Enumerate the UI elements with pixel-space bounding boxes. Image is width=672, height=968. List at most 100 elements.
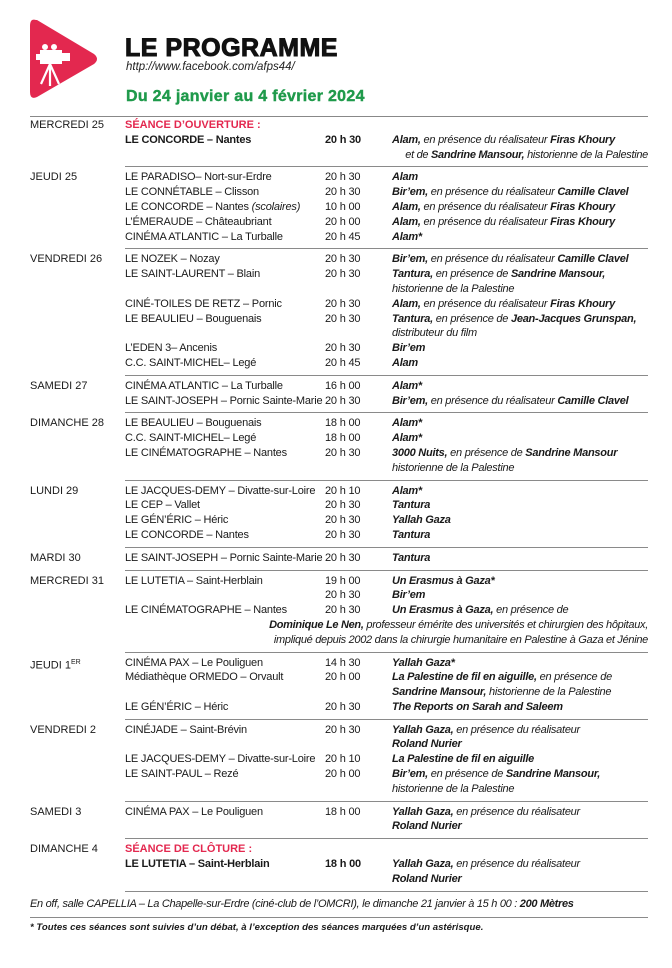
- venue: CINÉMA ATLANTIC – La Turballe: [125, 379, 325, 394]
- venue-name: LE LUTETIA – Saint-Herblain: [125, 574, 263, 587]
- film-title: Yallah Gaza: [392, 514, 451, 527]
- film-info: Tantura: [392, 498, 648, 513]
- film-title: Bir’em,: [392, 253, 428, 266]
- film-info: Alam: [392, 170, 648, 185]
- venue: LE CONCORDE – Nantes: [125, 133, 325, 148]
- screening-row: CINÉMA PAX – Le Pouliguen 14 h 30 Yallah G…: [125, 656, 648, 671]
- screening-row: C.C. SAINT-MICHEL– Legé 18 h 00 Alam*: [125, 431, 648, 446]
- screening-row: LE CONCORDE – Nantes (scolaires) 10 h 00 A…: [125, 200, 648, 215]
- venue: LE JACQUES-DEMY – Divatte-sur-Loire: [125, 484, 325, 499]
- film-detail: historienne de la Palestine: [524, 148, 648, 161]
- venue: LE CINÉMATOGRAPHE – Nantes: [125, 446, 325, 461]
- film-title: Roland Nurier: [392, 738, 462, 751]
- film-title: Tantura: [392, 499, 431, 512]
- venue: C.C. SAINT-MICHEL– Legé: [125, 356, 325, 371]
- day-text: MARDI 30: [30, 551, 81, 564]
- screening-time: 20 h 30: [325, 133, 361, 146]
- film-detail: historienne de la Palestine: [392, 282, 515, 295]
- film-info: Bir’em, en présence du réalisateur Camil…: [392, 185, 648, 200]
- film-info: Un Erasmus à Gaza*: [392, 574, 648, 589]
- day-text: JEUDI 1: [30, 659, 71, 672]
- film-detail: historienne de la Palestine: [392, 782, 515, 795]
- venue-name: LE GÉN’ÉRIC – Héric: [125, 514, 229, 527]
- day-section: MERCREDI 25 SÉANCE D’OUVERTURE : LE CONCOR…: [30, 118, 648, 168]
- day-screenings: LE NOZEK – Nozay 20 h 30 Bir’em, en présen…: [125, 252, 648, 370]
- film-title: Sandrine Mansour,: [505, 768, 601, 781]
- screening-row: C.C. SAINT-MICHEL– Legé 20 h 45 Alam: [125, 356, 648, 371]
- screening-row: LE CONCORDE – Nantes 20 h 30 Alam, en prés…: [125, 133, 648, 148]
- venue: CINÉMA PAX – Le Pouliguen: [125, 805, 325, 820]
- screening-time: 20 h 30: [325, 446, 361, 459]
- screening-row: CINÉJADE – Saint-Brévin 20 h 30 Yallah Gaz…: [125, 723, 648, 738]
- footer-screening: En off, salle CAPELLIA – La Chapelle-sur…: [30, 898, 648, 910]
- venue-name: LE CONNÉTABLE – Clisson: [125, 186, 259, 199]
- film-title: Sandrine Mansour,: [392, 686, 487, 699]
- screening-row: CINÉMA ATLANTIC – La Turballe 16 h 00 Alam…: [125, 379, 648, 394]
- film-title: Firas Khoury: [550, 133, 615, 146]
- venue-name: L’EDEN 3– Ancenis: [125, 342, 217, 355]
- film-title: Jean-Jacques Grunspan,: [510, 312, 637, 325]
- venue: LE BEAULIEU – Bouguenais: [125, 416, 325, 431]
- screening-time: 20 h 30: [325, 342, 361, 355]
- venue: LE SAINT-LAURENT – Blain: [125, 267, 325, 282]
- screening-time: 19 h 00: [325, 574, 361, 587]
- venue-name: LE BEAULIEU – Bouguenais: [125, 417, 262, 430]
- day-text: VENDREDI 26: [30, 253, 103, 266]
- film-info: Alam, en présence du réalisateur Firas K…: [392, 297, 648, 312]
- film-info: Yallah Gaza, en présence du réalisateur: [392, 805, 648, 820]
- venue-name: C.C. SAINT-MICHEL– Legé: [125, 432, 257, 445]
- venue-name: CINÉMA ATLANTIC – La Turballe: [125, 379, 283, 392]
- screening-time: 20 h 00: [325, 768, 361, 781]
- screening-time: 20 h 30: [325, 312, 361, 325]
- screening-row: LE SAINT-JOSEPH – Pornic Sainte-Marie 20 …: [125, 394, 648, 409]
- film-title: Un Erasmus à Gaza,: [392, 604, 494, 617]
- film-title: Bir’em: [392, 342, 426, 355]
- facebook-link[interactable]: http://www.facebook.com/afps44/: [126, 61, 295, 73]
- venue: CINÉJADE – Saint-Brévin: [125, 723, 325, 738]
- film-title: Bir’em,: [392, 394, 428, 407]
- venue-name: LE LUTETIA – Saint-Herblain: [125, 858, 270, 871]
- venue: CINÉMA ATLANTIC – La Turballe: [125, 230, 325, 245]
- day-label: LUNDI 29: [30, 484, 78, 499]
- film-info: Alam*: [392, 230, 648, 245]
- venue-name: LE CONCORDE – Nantes: [125, 200, 249, 213]
- screening-row: CINÉ-TOILES DE RETZ – Pornic 20 h 30 Alam,…: [125, 297, 648, 312]
- film-title: La Palestine de fil en aiguille: [392, 753, 535, 766]
- screening-time: 20 h 00: [325, 215, 361, 228]
- venue-name: LE JACQUES-DEMY – Divatte-sur-Loire: [125, 484, 316, 497]
- screening-time: 20 h 30: [325, 604, 361, 617]
- film-info: Un Erasmus à Gaza, en présence de: [392, 603, 648, 618]
- day-section: MARDI 30 LE SAINT-JOSEPH – Pornic Sainte-…: [30, 548, 648, 571]
- film-detail: historienne de la Palestine: [486, 686, 612, 699]
- venue-name: LE JACQUES-DEMY – Divatte-sur-Loire: [125, 753, 316, 766]
- screening-time: 20 h 30: [325, 551, 361, 564]
- film-title: Dominique Le Nen,: [269, 618, 364, 631]
- screening-time: 20 h 00: [325, 671, 361, 684]
- film-detail: en présence de: [433, 312, 511, 325]
- film-info-continued: Sandrine Mansour, historienne de la Pale…: [392, 685, 648, 700]
- day-section: MERCREDI 31 LE LUTETIA – Saint-Herblain 19…: [30, 571, 648, 653]
- film-info: Alam, en présence du réalisateur Firas K…: [392, 215, 648, 230]
- film-info: Alam*: [392, 416, 648, 431]
- day-screenings: LE PARADISO– Nort-sur-Erdre 20 h 30 Alam LE…: [125, 170, 648, 244]
- screening-time: 20 h 45: [325, 230, 361, 243]
- film-detail: historienne de la Palestine: [392, 461, 515, 474]
- film-title: Tantura: [392, 551, 431, 564]
- film-title: Firas Khoury: [550, 215, 615, 228]
- screening-row: LE CONNÉTABLE – Clisson 20 h 30 Bir’em, en…: [125, 185, 648, 200]
- screening-row: L’ÉMERAUDE – Châteaubriant 20 h 00 Alam, e…: [125, 215, 648, 230]
- screening-row: LE BEAULIEU – Bouguenais 18 h 00 Alam*: [125, 416, 648, 431]
- film-title: La Palestine de fil en aiguille,: [392, 671, 537, 684]
- day-label: VENDREDI 26: [30, 252, 102, 267]
- film-title: Alam: [392, 356, 418, 369]
- film-detail: en présence du réalisateur: [420, 200, 551, 213]
- film-title: Alam*: [392, 379, 422, 392]
- film-detail: en présence de: [447, 446, 526, 459]
- screening-row: LE GÉN’ÉRIC – Héric 20 h 30 The Reports on…: [125, 700, 648, 715]
- film-detail: en présence de: [536, 671, 613, 684]
- screening-row: LE SAINT-LAURENT – Blain 20 h 30 Tantura, …: [125, 267, 648, 282]
- screening-time: 20 h 30: [325, 499, 361, 512]
- day-label: DIMANCHE 28: [30, 416, 104, 431]
- film-title: Yallah Gaza,: [392, 723, 454, 736]
- film-info: The Reports on Sarah and Saleem: [392, 700, 648, 715]
